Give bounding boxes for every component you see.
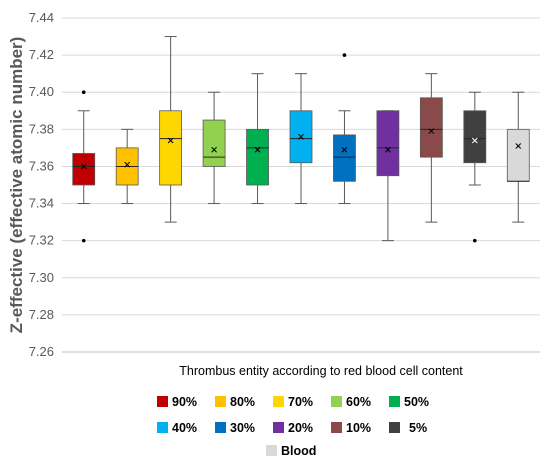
legend-item: 50% [389,395,429,409]
legend-item: 30% [215,421,255,435]
box-10-percent [419,73,443,223]
legend-item: 60% [331,395,371,409]
box-iqr [246,128,269,186]
outlier-point [81,90,86,95]
box-iqr [463,110,487,164]
legend-item: 40% [157,421,197,435]
box-iqr [333,134,356,182]
mean-marker [341,146,348,153]
legend-item: Blood [266,444,316,458]
legend-swatch [215,422,226,433]
legend-swatch [273,396,284,407]
box-20-percent [376,110,400,242]
legend-label: 60% [346,395,371,409]
legend-label: 30% [230,421,255,435]
x-axis-label: Thrombus entity according to red blood c… [179,364,463,378]
legend-label: 5% [409,421,427,435]
legend-swatch [273,422,284,433]
outlier-point [342,53,347,57]
legend-item: 5% [389,421,427,435]
mean-marker [471,137,478,144]
mean-marker [167,137,174,144]
y-axis-label: Z-effective (effective atomic number) [7,37,26,334]
y-tick-label: 7.26 [29,344,54,359]
box-blood [506,91,530,223]
mean-marker [515,143,522,149]
box-iqr [159,110,183,186]
y-tick-label: 7.38 [29,121,54,136]
mean-marker [211,146,217,153]
box-30-percent [333,53,356,205]
box-iqr [72,153,96,186]
legend-item: 90% [157,395,197,409]
outlier-point [473,238,477,243]
y-tick-label: 7.34 [29,196,54,211]
legend-swatch [331,396,342,407]
legend-label: 10% [346,421,371,435]
box-80-percent [115,128,139,205]
box-40-percent [289,73,313,205]
box-iqr [376,110,400,177]
mean-marker [254,146,261,153]
box-iqr [202,119,226,167]
legend-item: 10% [331,421,371,435]
mean-marker [385,146,391,153]
legend-swatch [266,445,277,456]
box-70-percent [159,36,183,223]
box-60-percent [202,91,226,205]
legend: 90% 80% 70% 60% 50% 40% 30% 20% 10% 5% Blood [157,395,429,458]
legend-item: 80% [215,395,255,409]
y-axis-ticks: 7.26 7.28 7.30 7.32 7.34 7.36 7.38 7.40 7.42 7.44 [29,10,54,359]
legend-label: Blood [281,444,316,458]
legend-swatch [215,396,226,407]
box-90-percent [72,90,96,243]
legend-item: 70% [273,395,313,409]
y-tick-label: 7.40 [29,84,54,99]
box-series [72,36,530,243]
y-tick-label: 7.32 [29,233,54,248]
legend-label: 90% [172,395,197,409]
legend-label: 20% [288,421,313,435]
box-50-percent [246,73,269,205]
mean-marker [428,128,435,135]
mean-marker [298,133,304,140]
legend-swatch [389,422,400,433]
box-iqr [419,97,443,158]
legend-swatch [157,396,168,407]
y-tick-label: 7.42 [29,47,54,62]
outlier-point [81,238,86,243]
box-5-percent [463,91,487,243]
box-iqr [506,128,530,182]
legend-label: 50% [404,395,429,409]
legend-label: 80% [230,395,255,409]
legend-swatch [389,396,400,407]
legend-swatch [331,422,342,433]
mean-marker [80,163,87,170]
legend-item: 20% [273,421,313,435]
legend-label: 70% [288,395,313,409]
y-tick-label: 7.36 [29,158,54,173]
y-tick-label: 7.28 [29,307,54,322]
legend-label: 40% [172,421,197,435]
y-tick-label: 7.30 [29,270,54,285]
mean-marker [124,161,131,168]
y-tick-label: 7.44 [29,10,54,25]
legend-swatch [157,422,168,433]
